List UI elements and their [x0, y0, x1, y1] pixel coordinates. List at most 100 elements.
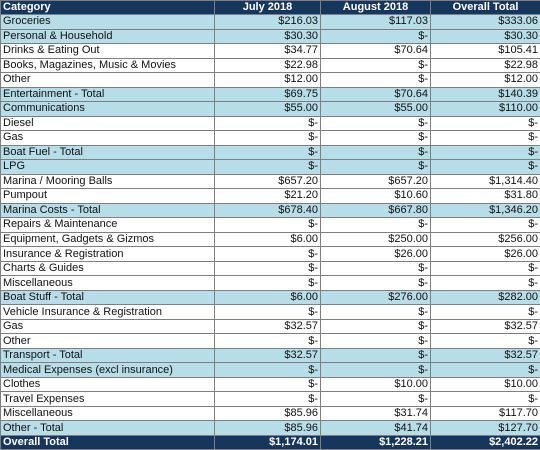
table-row-highlighted: Other - Total $85.96 $41.74 $127.70 [0, 420, 540, 436]
july-cell: $- [214, 130, 321, 146]
overall-cell: $- [430, 362, 540, 378]
overall-cell: $- [430, 144, 540, 161]
table-row-highlighted: Marina Costs - Total $678.40 $667.80 $1,346… [0, 202, 540, 219]
overall-cell: $30.30 [430, 28, 540, 45]
overall-cell: $- [430, 260, 540, 277]
overall-total-july: $1,174.01 [214, 435, 321, 450]
july-cell: $6.00 [214, 289, 321, 306]
header-row: Category July 2018 August 2018 Overall T… [0, 0, 540, 15]
overall-total-label: Overall Total [0, 435, 215, 450]
category-cell: Travel Expenses [0, 391, 215, 407]
table-row: Travel Expenses $- $- $- [0, 391, 540, 407]
august-cell: $10.60 [320, 188, 431, 204]
overall-total-all: $2,402.22 [430, 435, 540, 450]
category-cell: Other [0, 333, 215, 349]
overall-cell: $117.70 [430, 405, 540, 422]
category-cell: Groceries [0, 14, 215, 30]
july-cell: $32.57 [214, 318, 321, 335]
category-cell: Gas [0, 130, 215, 146]
overall-cell: $- [430, 275, 540, 291]
table-row: Diesel $- $- $- [0, 115, 540, 132]
category-cell: Books, Magazines, Music & Movies [0, 57, 215, 74]
table-row-highlighted: Entertainment - Total $69.75 $70.64 $140.39 [0, 86, 540, 103]
category-cell: Marina Costs - Total [0, 202, 215, 219]
category-cell: LPG [0, 159, 215, 175]
category-cell: Communications [0, 101, 215, 117]
august-cell: $- [320, 144, 431, 161]
july-cell: $34.77 [214, 43, 321, 59]
table-row-highlighted: Transport - Total $32.57 $- $32.57 [0, 347, 540, 364]
july-cell: $- [214, 144, 321, 161]
july-cell: $30.30 [214, 28, 321, 45]
august-cell: $- [320, 72, 431, 88]
august-cell: $250.00 [320, 231, 431, 248]
category-cell: Clothes [0, 376, 215, 393]
overall-cell: $- [430, 304, 540, 320]
category-cell: Equipment, Gadgets & Gizmos [0, 231, 215, 248]
august-cell: $55.00 [320, 101, 431, 117]
table-row: Repairs & Maintenance $- $- $- [0, 217, 540, 233]
table-row-highlighted: Medical Expenses (excl insurance) $- $- $- [0, 362, 540, 378]
table-row: Gas $32.57 $- $32.57 [0, 318, 540, 335]
overall-cell: $- [430, 159, 540, 175]
august-cell: $657.20 [320, 173, 431, 190]
category-cell: Entertainment - Total [0, 86, 215, 103]
table-row: Other $12.00 $- $12.00 [0, 72, 540, 88]
table-row: Books, Magazines, Music & Movies $22.98 $-… [0, 57, 540, 74]
july-cell: $- [214, 333, 321, 349]
table-row: Gas $- $- $- [0, 130, 540, 146]
july-cell: $- [214, 260, 321, 277]
table-row: Pumpout $21.20 $10.60 $31.80 [0, 188, 540, 204]
category-cell: Charts & Guides [0, 260, 215, 277]
july-cell: $32.57 [214, 347, 321, 364]
overall-cell: $12.00 [430, 72, 540, 88]
july-cell: $6.00 [214, 231, 321, 248]
august-cell: $- [320, 304, 431, 320]
august-cell: $- [320, 260, 431, 277]
august-cell: $117.03 [320, 14, 431, 30]
july-cell: $216.03 [214, 14, 321, 30]
august-cell: $- [320, 347, 431, 364]
category-cell: Gas [0, 318, 215, 335]
overall-cell: $1,346.20 [430, 202, 540, 219]
august-cell: $- [320, 275, 431, 291]
table-body: Groceries $216.03 $117.03 $333.06 Personal &… [0, 14, 540, 436]
july-cell: $- [214, 246, 321, 262]
table-row: Equipment, Gadgets & Gizmos $6.00 $250.00 $… [0, 231, 540, 248]
header-july-2018: July 2018 [214, 0, 321, 15]
august-cell: $10.00 [320, 376, 431, 393]
july-cell: $- [214, 362, 321, 378]
table-row: Drinks & Eating Out $34.77 $70.64 $105.41 [0, 43, 540, 59]
overall-cell: $26.00 [430, 246, 540, 262]
table-row-highlighted: Groceries $216.03 $117.03 $333.06 [0, 14, 540, 30]
overall-cell: $127.70 [430, 420, 540, 436]
july-cell: $657.20 [214, 173, 321, 190]
overall-total-row: Overall Total $1,174.01 $1,228.21 $2,402… [0, 435, 540, 450]
august-cell: $- [320, 391, 431, 407]
overall-cell: $32.57 [430, 318, 540, 335]
category-cell: Transport - Total [0, 347, 215, 364]
july-cell: $55.00 [214, 101, 321, 117]
august-cell: $- [320, 217, 431, 233]
category-cell: Other [0, 72, 215, 88]
july-cell: $- [214, 391, 321, 407]
category-cell: Medical Expenses (excl insurance) [0, 362, 215, 378]
category-cell: Insurance & Registration [0, 246, 215, 262]
july-cell: $85.96 [214, 420, 321, 436]
category-cell: Boat Stuff - Total [0, 289, 215, 306]
overall-cell: $- [430, 130, 540, 146]
table-row: Marina / Mooring Balls $657.20 $657.20 $1,3… [0, 173, 540, 190]
table-row-highlighted: Communications $55.00 $55.00 $110.00 [0, 101, 540, 117]
august-cell: $70.64 [320, 86, 431, 103]
august-cell: $667.80 [320, 202, 431, 219]
august-cell: $- [320, 333, 431, 349]
august-cell: $- [320, 318, 431, 335]
august-cell: $26.00 [320, 246, 431, 262]
header-august-2018: August 2018 [320, 0, 431, 15]
table-row: Clothes $- $10.00 $10.00 [0, 376, 540, 393]
category-cell: Personal & Household [0, 28, 215, 45]
july-cell: $- [214, 304, 321, 320]
overall-cell: $31.80 [430, 188, 540, 204]
category-cell: Other - Total [0, 420, 215, 436]
